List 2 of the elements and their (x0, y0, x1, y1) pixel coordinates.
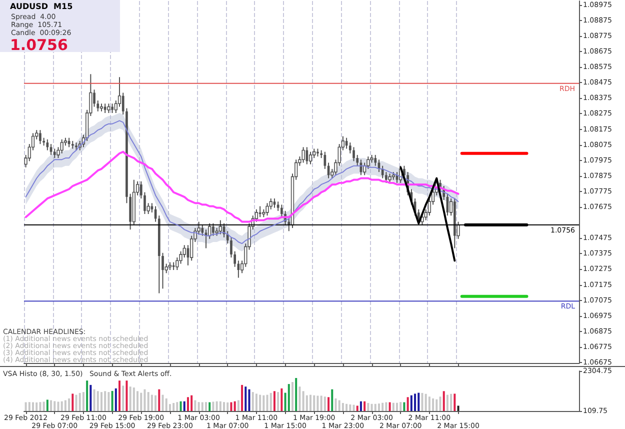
chart-title: AUDUSD M15 (10, 2, 73, 11)
annotation: 1.0756 (10, 36, 68, 54)
